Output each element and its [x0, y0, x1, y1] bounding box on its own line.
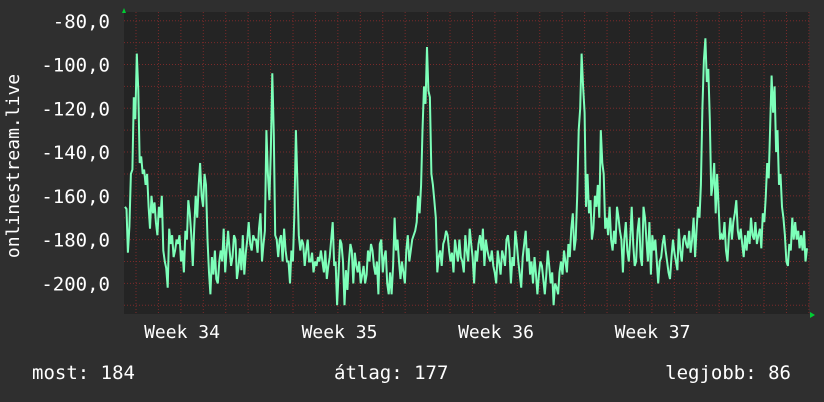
current-value: most: 184: [32, 362, 135, 384]
y-tick-label: -180,0: [41, 230, 110, 252]
series-line: [124, 38, 808, 306]
average-value: átlag: 177: [334, 362, 449, 384]
y-tick-label: -140,0: [41, 142, 110, 164]
y-tick-label: -80,0: [53, 11, 110, 33]
x-axis-ticks: Week 34 Week 35 Week 36 Week 37: [144, 322, 690, 343]
x-tick-label: Week 36: [458, 322, 534, 343]
x-tick-label: Week 35: [302, 322, 378, 343]
y-tick-label: -100,0: [41, 55, 110, 77]
y-tick-label: -160,0: [41, 186, 110, 208]
y-axis-ticks: -80,0 -100,0 -120,0 -140,0 -160,0 -180,0 -200,…: [41, 11, 110, 296]
y-axis-arrow-icon: [122, 8, 126, 13]
best-value: legjobb: 86: [665, 362, 791, 384]
y-tick-label: -120,0: [41, 98, 110, 120]
x-tick-label: Week 34: [144, 322, 220, 343]
y-axis-label: onlinestream.live: [3, 74, 24, 258]
x-tick-label: Week 37: [615, 322, 691, 343]
x-axis-arrow-icon: [810, 312, 815, 318]
y-tick-label: -200,0: [41, 273, 110, 295]
